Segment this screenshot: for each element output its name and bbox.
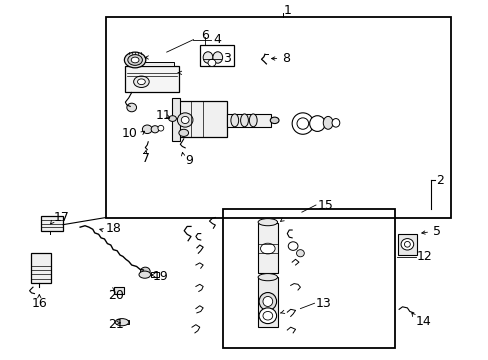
Ellipse shape	[179, 129, 188, 136]
Ellipse shape	[296, 249, 304, 257]
Ellipse shape	[133, 76, 149, 87]
Text: 4: 4	[212, 33, 220, 46]
Text: 6: 6	[201, 29, 208, 42]
Text: 13: 13	[315, 297, 331, 310]
Ellipse shape	[260, 243, 275, 254]
Text: 2: 2	[436, 174, 444, 186]
Ellipse shape	[151, 126, 159, 133]
Ellipse shape	[400, 239, 413, 250]
Ellipse shape	[158, 125, 163, 131]
Ellipse shape	[291, 113, 313, 134]
Text: 18: 18	[106, 222, 122, 235]
Text: 8: 8	[282, 52, 290, 65]
Ellipse shape	[177, 113, 193, 127]
Text: 21: 21	[108, 318, 124, 331]
Text: 7: 7	[142, 152, 150, 165]
Ellipse shape	[296, 118, 308, 129]
Text: 12: 12	[416, 250, 432, 263]
Text: 16: 16	[31, 297, 47, 310]
Bar	[41, 216, 63, 231]
Ellipse shape	[181, 116, 189, 123]
Ellipse shape	[127, 55, 142, 65]
Bar	[30, 252, 51, 283]
Ellipse shape	[270, 117, 279, 123]
Ellipse shape	[203, 52, 212, 63]
Ellipse shape	[115, 319, 128, 326]
Text: 10: 10	[122, 127, 138, 140]
Text: 19: 19	[153, 270, 168, 283]
Bar	[171, 98, 180, 141]
Ellipse shape	[139, 271, 150, 278]
Text: 20: 20	[108, 288, 124, 302]
Bar	[106, 18, 450, 217]
Bar	[150, 272, 159, 277]
Text: 14: 14	[415, 315, 430, 328]
Ellipse shape	[131, 57, 139, 63]
Bar	[227, 113, 271, 127]
Bar	[114, 287, 123, 294]
Ellipse shape	[207, 59, 215, 66]
Text: 9: 9	[185, 154, 193, 167]
Ellipse shape	[287, 242, 297, 250]
Ellipse shape	[258, 274, 277, 281]
Text: 11: 11	[156, 109, 171, 122]
Ellipse shape	[249, 114, 257, 127]
Ellipse shape	[263, 311, 272, 320]
Ellipse shape	[126, 103, 136, 112]
Bar	[258, 277, 277, 327]
Ellipse shape	[259, 293, 276, 310]
Ellipse shape	[140, 267, 150, 276]
Ellipse shape	[404, 242, 409, 247]
Ellipse shape	[323, 116, 332, 129]
Ellipse shape	[263, 296, 272, 306]
Bar	[397, 234, 416, 255]
Text: 5: 5	[432, 225, 440, 238]
Bar	[176, 102, 227, 137]
Text: 3: 3	[222, 52, 230, 65]
Ellipse shape	[230, 114, 238, 127]
Text: 15: 15	[317, 198, 333, 212]
Bar	[125, 66, 179, 93]
Ellipse shape	[124, 52, 145, 68]
Bar	[120, 320, 129, 324]
Ellipse shape	[259, 308, 276, 324]
Text: 17: 17	[54, 211, 70, 224]
Ellipse shape	[331, 118, 339, 127]
Ellipse shape	[168, 116, 176, 121]
Bar	[222, 208, 394, 348]
Ellipse shape	[212, 52, 222, 63]
Ellipse shape	[137, 79, 145, 85]
Bar	[258, 223, 277, 273]
Text: 1: 1	[283, 4, 291, 17]
Bar	[128, 62, 173, 66]
Bar	[200, 45, 233, 66]
Ellipse shape	[309, 116, 325, 131]
Ellipse shape	[142, 125, 152, 134]
Ellipse shape	[258, 219, 277, 226]
Ellipse shape	[240, 114, 248, 127]
